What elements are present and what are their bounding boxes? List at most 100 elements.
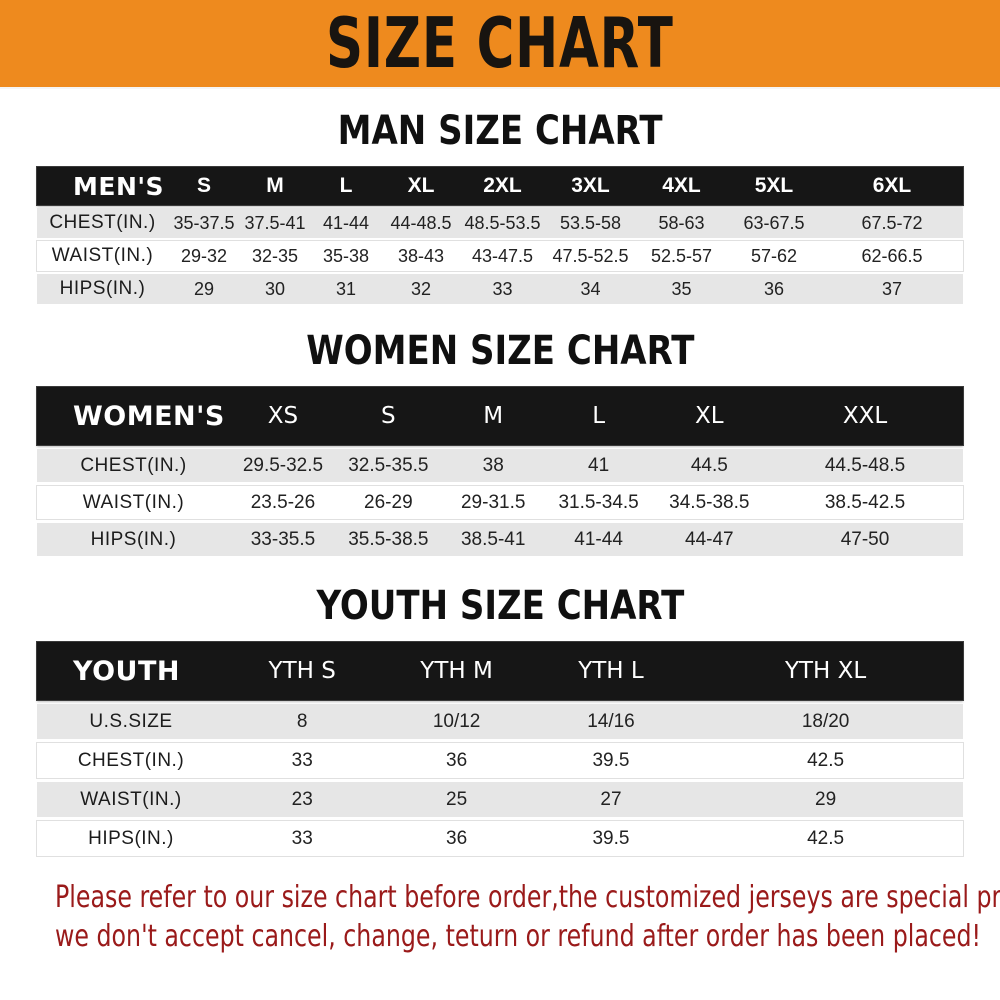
size-column-header: XS	[267, 403, 299, 429]
size-cell: 35-37.5	[173, 212, 235, 233]
size-cell: 63-67.5	[743, 212, 805, 233]
size-cell: 44.5-48.5	[824, 454, 906, 476]
size-column-header: L	[339, 174, 353, 197]
size-cell: 32	[410, 278, 432, 299]
size-cell: 10/12	[432, 710, 481, 732]
table-header-row: WOMEN'S XS S M L XL XXL	[37, 387, 963, 445]
size-cell: 42.5	[807, 749, 845, 771]
man-size-table: MEN'S S M L XL 2XL 3XL 4XL 5XL 6XL CHEST(IN.) 35-37…	[37, 167, 963, 304]
size-column-header: YTH M	[420, 658, 493, 684]
size-cell: 52.5-57	[650, 245, 713, 266]
size-cell: 38.5-41	[460, 528, 526, 550]
size-column-header: M	[266, 174, 284, 197]
size-column-header: L	[592, 403, 606, 429]
table-row: CHEST(IN.) 29.5-32.5 32.5-35.5 38 41 44.5 44.5…	[37, 449, 963, 482]
disclaimer: Please refer to our size chart before or…	[0, 878, 1000, 956]
size-cell: 47.5-52.5	[552, 245, 629, 266]
size-cell: 23.5-26	[250, 491, 316, 513]
size-cell: 33	[291, 749, 313, 771]
table-row: CHEST(IN.) 35-37.5 37.5-41 41-44 44-48.5 48.5…	[37, 208, 963, 238]
row-label: WAIST(IN.)	[80, 788, 182, 810]
women-size-table: WOMEN'S XS S M L XL XXL CHEST(IN.) 29.5-32.5 32.5…	[37, 387, 963, 556]
size-cell: 29-31.5	[460, 491, 526, 513]
size-cell: 29	[815, 788, 837, 810]
banner: SIZE CHART	[0, 0, 1000, 89]
man-chart-title-text: MAN SIZE CHART	[337, 108, 663, 154]
table-header-label: WOMEN'S	[73, 400, 225, 432]
size-cell: 29-32	[180, 245, 228, 266]
row-label: U.S.SIZE	[89, 710, 173, 732]
size-cell: 35-38	[322, 245, 370, 266]
size-cell: 41-44	[574, 528, 623, 550]
table-header-row: MEN'S S M L XL 2XL 3XL 4XL 5XL 6XL	[37, 167, 963, 205]
size-column-header: 2XL	[483, 174, 522, 197]
size-cell: 44-47	[685, 528, 734, 550]
size-cell: 41-44	[322, 212, 370, 233]
size-cell: 32-35	[251, 245, 299, 266]
table-row: CHEST(IN.) 33 36 39.5 42.5	[37, 743, 963, 778]
size-cell: 39.5	[592, 749, 630, 771]
table-header-row: YOUTH YTH S YTH M YTH L YTH XL	[37, 642, 963, 700]
disclaimer-line-2: we don't accept cancel, change, teturn o…	[55, 919, 982, 954]
size-cell: 44.5	[690, 454, 728, 476]
table-header-label: YOUTH	[73, 655, 180, 687]
row-label: HIPS(IN.)	[88, 827, 174, 849]
size-cell: 53.5-58	[559, 212, 622, 233]
size-cell: 47-50	[840, 528, 890, 550]
size-cell: 37	[881, 278, 903, 299]
women-chart-title: WOMEN SIZE CHART	[0, 304, 1000, 371]
disclaimer-line-1: Please refer to our size chart before or…	[55, 880, 1000, 915]
size-column-header: M	[483, 403, 504, 429]
size-cell: 33-35.5	[250, 528, 316, 550]
youth-chart-title: YOUTH SIZE CHART	[0, 556, 1000, 626]
table-row: HIPS(IN.) 29 30 31 32 33 34 35 36 37	[37, 274, 963, 304]
table-row: U.S.SIZE 8 10/12 14/16 18/20	[37, 704, 963, 739]
size-cell: 30	[264, 278, 286, 299]
youth-chart-title-text: YOUTH SIZE CHART	[316, 583, 684, 629]
size-cell: 8	[296, 710, 308, 732]
size-column-header: 6XL	[872, 174, 912, 197]
man-chart-title: MAN SIZE CHART	[0, 89, 1000, 151]
size-cell: 33	[291, 827, 313, 849]
row-label: CHEST(IN.)	[77, 749, 185, 771]
size-cell: 57-62	[750, 245, 798, 266]
size-cell: 36	[763, 278, 785, 299]
size-cell: 39.5	[592, 827, 630, 849]
size-cell: 27	[600, 788, 622, 810]
size-column-header: S	[381, 403, 396, 429]
size-cell: 31	[335, 278, 357, 299]
table-row: HIPS(IN.) 33-35.5 35.5-38.5 38.5-41 41-44 44-…	[37, 523, 963, 556]
size-cell: 23	[291, 788, 313, 810]
row-label: CHEST(IN.)	[80, 454, 187, 476]
size-cell: 31.5-34.5	[558, 491, 639, 513]
youth-size-table: YOUTH YTH S YTH M YTH L YTH XL U.S.SIZE 8 10/12…	[37, 642, 963, 856]
size-cell: 43-47.5	[471, 245, 534, 266]
size-column-header: S	[196, 174, 211, 197]
banner-title: SIZE CHART	[326, 2, 674, 84]
size-cell: 36	[446, 749, 468, 771]
size-column-header: XL	[407, 174, 435, 197]
size-column-header: XL	[695, 403, 724, 429]
size-column-header: YTH L	[578, 658, 644, 684]
size-cell: 25	[446, 788, 468, 810]
size-column-header: 4XL	[662, 174, 701, 197]
size-cell: 18/20	[801, 710, 850, 732]
table-row: WAIST(IN.) 29-32 32-35 35-38 38-43 43-47.5 47.…	[37, 241, 963, 271]
size-cell: 58-63	[658, 212, 705, 233]
table-row: WAIST(IN.) 23 25 27 29	[37, 782, 963, 817]
size-column-header: 3XL	[571, 174, 610, 197]
size-cell: 37.5-41	[244, 212, 306, 233]
size-cell: 33	[492, 278, 513, 299]
size-column-header: XXL	[842, 403, 888, 429]
row-label: WAIST(IN.)	[82, 491, 185, 513]
row-label: WAIST(IN.)	[51, 245, 154, 266]
size-cell: 14/16	[587, 710, 635, 732]
size-cell: 34.5-38.5	[669, 491, 750, 513]
size-cell: 38	[482, 454, 504, 476]
size-cell: 29	[193, 278, 215, 299]
size-cell: 26-29	[364, 491, 413, 513]
size-cell: 38.5-42.5	[824, 491, 906, 513]
size-column-header: YTH XL	[784, 658, 867, 684]
row-label: HIPS(IN.)	[59, 278, 146, 299]
size-cell: 67.5-72	[861, 212, 923, 233]
